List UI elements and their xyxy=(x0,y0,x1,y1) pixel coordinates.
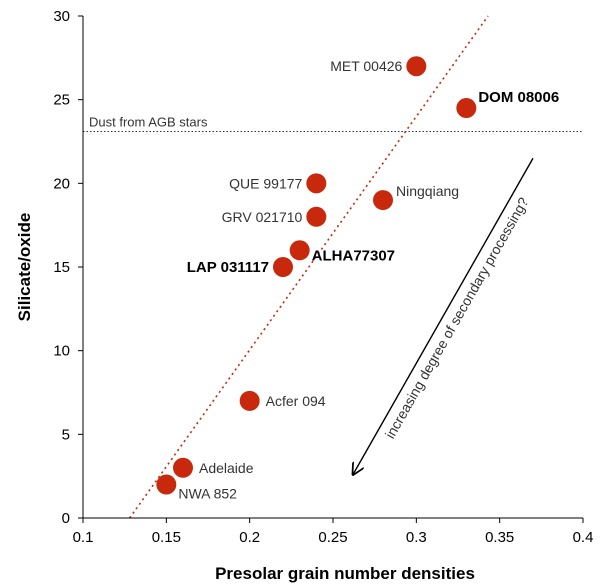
data-label-grv-021710: GRV 021710 xyxy=(222,209,303,225)
x-tick-label: 0.1 xyxy=(73,529,94,546)
data-point-acfer-094 xyxy=(239,390,260,411)
y-tick-label: 0 xyxy=(62,510,70,527)
data-label-nwa-852: NWA 852 xyxy=(178,486,237,502)
x-tick-label: 0.2 xyxy=(239,529,260,546)
data-point-lap-031117 xyxy=(273,257,293,277)
processing-arrow-label: increasing degree of secondary processin… xyxy=(382,194,532,441)
data-label-met-00426: MET 00426 xyxy=(330,58,402,74)
y-tick-label: 20 xyxy=(53,175,70,192)
reference-line-label: Dust from AGB stars xyxy=(89,114,208,129)
data-label-dom-08006: DOM 08006 xyxy=(478,89,559,106)
x-tick-label: 0.25 xyxy=(318,529,347,546)
y-tick-label: 15 xyxy=(53,259,70,276)
data-label-ningqiang: Ningqiang xyxy=(396,183,459,199)
data-point-adelaide xyxy=(173,457,193,478)
data-point-dom-08006 xyxy=(456,98,477,119)
y-tick-label: 30 xyxy=(53,8,70,25)
data-point-grv-021710 xyxy=(306,206,327,227)
y-axis-title: Silicate/oxide xyxy=(15,213,34,322)
y-tick-label: 25 xyxy=(53,92,70,109)
x-tick-label: 0.4 xyxy=(573,529,594,546)
x-tick-label: 0.3 xyxy=(406,529,427,546)
data-label-lap-031117: LAP 031117 xyxy=(187,259,269,276)
data-point-nwa-852 xyxy=(156,474,177,495)
trend-line xyxy=(129,15,489,519)
y-tick-label: 5 xyxy=(62,426,70,443)
data-point-que-99177 xyxy=(306,173,327,194)
data-label-que-99177: QUE 99177 xyxy=(229,175,302,191)
data-label-adelaide: Adelaide xyxy=(199,460,254,476)
x-axis-title: Presolar grain number densities xyxy=(215,564,475,583)
data-label-acfer-094: Acfer 094 xyxy=(266,393,326,409)
data-point-ningqiang xyxy=(373,190,393,211)
data-label-alha77307: ALHA77307 xyxy=(312,247,395,264)
data-point-alha77307 xyxy=(289,240,310,261)
y-tick-label: 10 xyxy=(53,343,70,360)
x-tick-label: 0.35 xyxy=(485,529,514,546)
data-point-met-00426 xyxy=(406,56,427,77)
x-tick-label: 0.15 xyxy=(152,529,181,546)
processing-arrow xyxy=(353,157,534,474)
